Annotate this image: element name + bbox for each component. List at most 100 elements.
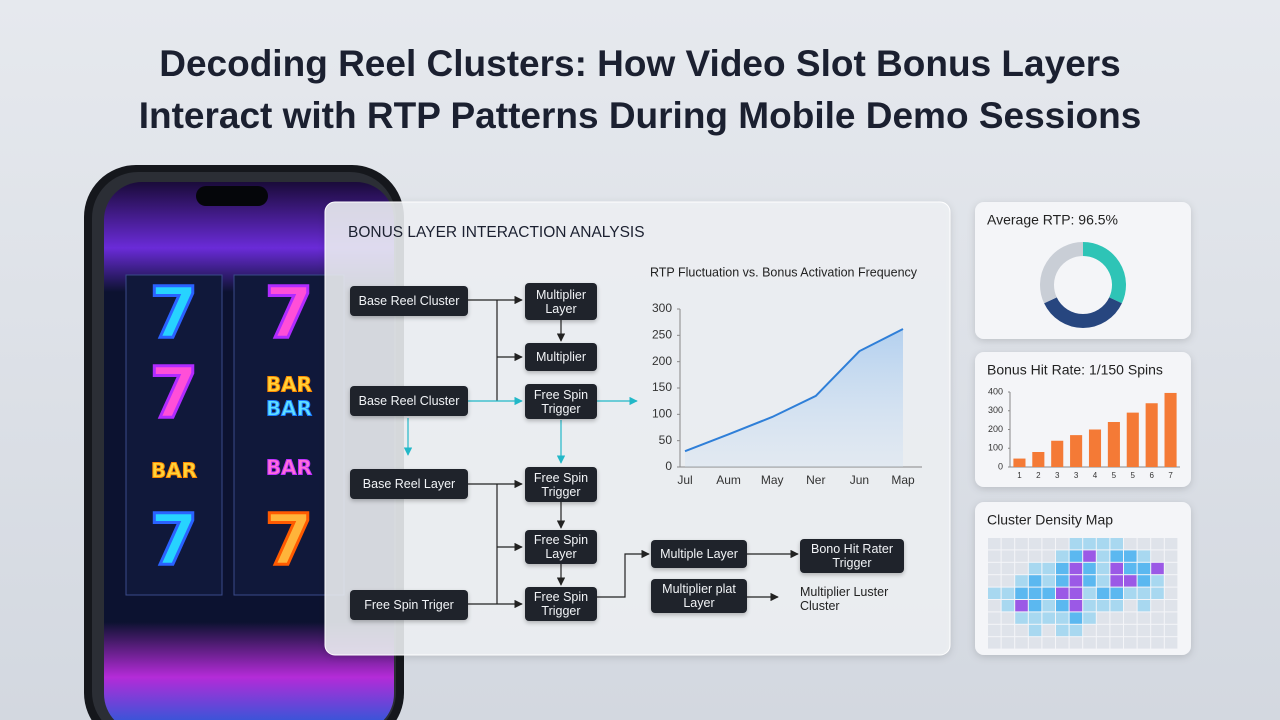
heat-cell [1124, 587, 1137, 599]
x-tick-label: Jul [677, 473, 692, 487]
heat-cell [1069, 550, 1083, 562]
bar [1107, 422, 1120, 467]
heat-cell [1164, 637, 1178, 649]
reel-symbol: 7 [150, 272, 199, 354]
heat-cell [1028, 538, 1042, 550]
reel [125, 274, 223, 596]
heat-cell [1096, 624, 1110, 637]
x-tick-label: 3 [1074, 471, 1079, 480]
y-tick-label: 100 [652, 407, 672, 421]
heat-cell [1110, 587, 1123, 599]
heat-cell [1124, 600, 1137, 612]
reel-symbol: 7 [265, 272, 314, 354]
heat-cell [1151, 624, 1164, 637]
heat-cell [1001, 575, 1015, 587]
heat-cell [1015, 612, 1028, 624]
heat-cell [1042, 575, 1055, 587]
heat-cell [1110, 612, 1123, 624]
heat-cell [1137, 600, 1151, 612]
heat-cell [988, 550, 1001, 562]
heat-cell [1069, 612, 1083, 624]
flow-connectors-highlight [403, 396, 638, 464]
heat-cell [988, 562, 1001, 575]
heat-cell [1083, 575, 1096, 587]
heat-cell [1151, 612, 1164, 624]
phone-notch [196, 186, 268, 206]
heat-cell [1110, 637, 1123, 649]
heat-cell [1015, 562, 1028, 575]
y-tick-label: 200 [988, 424, 1003, 434]
heat-cell [988, 612, 1001, 624]
heat-cell [1028, 575, 1042, 587]
heat-cell [1069, 575, 1083, 587]
heat-cell [1069, 637, 1083, 649]
panel-title: BONUS LAYER INTERACTION ANALYSIS [348, 224, 645, 241]
heat-cell [1164, 600, 1178, 612]
heat-cell [1069, 538, 1083, 550]
heat-cell [1164, 624, 1178, 637]
flow-node: Multiplier plat Layer [651, 579, 747, 613]
flow-node: Free Spin Trigger [525, 587, 597, 621]
heat-cell [1042, 600, 1055, 612]
heat-cell [1015, 575, 1028, 587]
heat-cell [1042, 538, 1055, 550]
heat-cell [1083, 624, 1096, 637]
y-tick-label: 300 [988, 405, 1003, 415]
heat-cell [1096, 587, 1110, 599]
heat-cell [1110, 550, 1123, 562]
x-tick-label: 6 [1149, 471, 1154, 480]
heat-cell [1151, 550, 1164, 562]
y-tick-label: 250 [652, 328, 672, 342]
heat-cell [1056, 538, 1069, 550]
heat-cell [1151, 637, 1164, 649]
line [684, 328, 904, 453]
heat-cell [1164, 575, 1178, 587]
heat-cell [1124, 637, 1137, 649]
heat-cell [1056, 600, 1069, 612]
heat-cell [1083, 612, 1096, 624]
heat-cell [1042, 624, 1055, 637]
bar [1070, 435, 1083, 467]
x-tick-label: 1 [1017, 471, 1022, 480]
x-tick-label: Jun [850, 473, 869, 487]
heat-cell [988, 587, 1001, 599]
flow-node: Base Reel Cluster [350, 286, 468, 316]
reel-symbol: 7 [150, 352, 199, 434]
heat-cell [1124, 562, 1137, 575]
x-tick-label: 2 [1036, 471, 1041, 480]
y-tick-label: 0 [998, 461, 1003, 471]
heat-cell [1137, 612, 1151, 624]
heat-cell [1110, 575, 1123, 587]
heat-cell [988, 575, 1001, 587]
heat-cell [1015, 624, 1028, 637]
heat-cell [1151, 575, 1164, 587]
heat-cell [988, 600, 1001, 612]
heat-cell [1015, 538, 1028, 550]
heat-cell [988, 637, 1001, 649]
heat-cell [1056, 575, 1069, 587]
heat-cell [1028, 587, 1042, 599]
heat-cell [988, 624, 1001, 637]
heat-cell [1151, 562, 1164, 575]
donut-segment [1082, 242, 1126, 304]
heat-cell [1137, 538, 1151, 550]
bar [1145, 403, 1158, 467]
y-tick-label: 150 [652, 380, 672, 394]
x-tick-label: Ner [806, 473, 825, 487]
heat-cell [1137, 637, 1151, 649]
bar [1088, 429, 1102, 467]
reel-symbol: BAR [266, 373, 312, 397]
heat-cell [1124, 612, 1137, 624]
heat-cell [1042, 587, 1055, 599]
card-title: Average RTP: 96.5% [987, 212, 1118, 228]
bar [1126, 412, 1139, 467]
heat-cell [1137, 587, 1151, 599]
heat-cell [1015, 637, 1028, 649]
y-tick-label: 400 [988, 386, 1003, 396]
flow-connectors [468, 295, 799, 609]
x-tick-label: 5 [1112, 471, 1117, 480]
heat-cell [1110, 562, 1123, 575]
heat-cell [1056, 550, 1069, 562]
heat-cell [1137, 550, 1151, 562]
